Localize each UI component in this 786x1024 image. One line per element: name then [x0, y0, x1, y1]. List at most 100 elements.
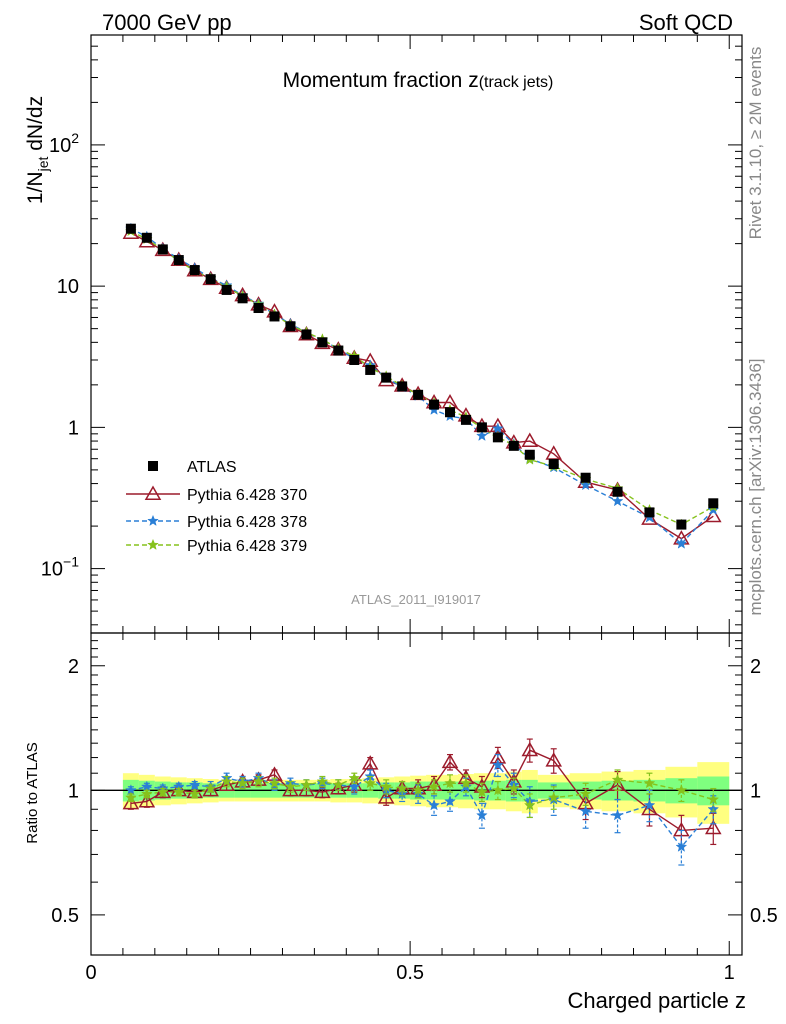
legend-marker [147, 538, 159, 550]
main-y-tick-label: 10−1 [41, 554, 79, 581]
ratio-point [140, 787, 153, 799]
mc-point [641, 510, 658, 525]
ratio-point [268, 777, 281, 789]
ratio-axes: 0.5 0.5 1 1 2 2 0 0.5 1 [51, 632, 778, 984]
ratio-point [220, 775, 233, 787]
mc-point [491, 422, 504, 434]
atlas-data-point [524, 449, 535, 460]
ratio-point [377, 789, 395, 804]
ratio-point [204, 782, 217, 794]
ratio-point [491, 784, 504, 796]
atlas-data-point [221, 284, 232, 295]
atlas-data-point [644, 507, 655, 518]
ratio-point [428, 780, 440, 792]
ratio-point [545, 752, 563, 767]
ratio-point [579, 805, 592, 817]
mc-point [521, 432, 539, 448]
main-series-line [130, 230, 714, 526]
ratio-y-tick-label-right: 2 [750, 656, 761, 678]
ratio-y-tick-label-right: 1 [750, 780, 761, 802]
main-plot-area [122, 222, 722, 549]
ratio-point [611, 809, 624, 821]
ratio-point [348, 780, 361, 792]
mc-point [611, 494, 624, 507]
ratio-point [707, 793, 720, 805]
atlas-data-point [285, 321, 296, 332]
ratio-point [156, 785, 169, 798]
ratio-point [507, 782, 520, 794]
ratio-point [611, 773, 624, 785]
x-tick-label: 0 [85, 962, 96, 984]
ratio-point [579, 787, 592, 799]
ratio-y-axis-label: Ratio to ATLAS [24, 742, 41, 843]
atlas-data-point [708, 498, 719, 509]
ratio-point [364, 777, 377, 789]
atlas-data-point [141, 232, 152, 243]
legend-label: ATLAS [187, 459, 237, 476]
mc-point [675, 537, 688, 549]
legend-marker [148, 461, 158, 471]
mc-point [476, 429, 488, 441]
header-category-label: Soft QCD [639, 10, 733, 35]
atlas-data-point [413, 389, 424, 400]
atlas-data-point [253, 303, 264, 314]
atlas-data-point [237, 293, 248, 304]
ratio-point [298, 781, 315, 797]
ratio-y-tick-label: 2 [68, 656, 79, 678]
ratio-point [188, 778, 201, 791]
atlas-data-point [157, 244, 168, 255]
atlas-data-point [365, 364, 376, 375]
mc-point [704, 507, 722, 523]
ratio-point [380, 780, 393, 792]
ratio-point [444, 795, 456, 807]
atlas-data-point [676, 519, 687, 530]
ratio-point [125, 791, 137, 803]
rivet-version-label: Rivet 3.1.10, ≥ 2M events [746, 47, 765, 240]
legend: ATLAS Pythia 6.428 370 Pythia 6.428 378 Pyt… [126, 459, 307, 555]
ratio-y-tick-label: 1 [68, 780, 79, 802]
ratio-point [250, 771, 267, 786]
atlas-data-point [445, 407, 456, 418]
atlas-data-point [476, 422, 487, 433]
atlas-data-point [508, 440, 519, 451]
main-y-axis-label: 1/Njet dN/dz [24, 96, 51, 204]
ratio-point [396, 782, 409, 794]
atlas-data-point [125, 223, 136, 234]
ratio-point [138, 792, 156, 808]
ratio-point [704, 819, 722, 835]
ratio-point [218, 776, 235, 792]
main-y-tick-label: 102 [49, 130, 79, 157]
ratio-point [361, 755, 379, 770]
main-y-tick-label: 1 [68, 417, 79, 439]
main-y-tick-label: 10 [57, 276, 79, 298]
ratio-point [188, 787, 201, 799]
main-panel: 10−1 1 10 102 Momentum fraction z(track jet… [24, 34, 743, 634]
ratio-point [284, 780, 297, 792]
atlas-data-point [301, 329, 312, 340]
ratio-point [412, 784, 424, 796]
x-tick-label: 1 [724, 962, 735, 984]
plot-title: Momentum fraction z(track jets) [283, 69, 554, 92]
ratio-point [641, 800, 658, 816]
ratio-point [316, 775, 329, 787]
atlas-data-point [580, 472, 591, 483]
atlas-data-point [460, 414, 471, 425]
analysis-tag: ATLAS_2011_I919017 [351, 592, 481, 607]
ratio-point [444, 777, 456, 789]
ratio-point [523, 799, 536, 811]
legend-marker [147, 514, 159, 526]
ratio-point [300, 778, 313, 791]
ratio-point [491, 758, 504, 771]
ratio-point [252, 775, 265, 787]
x-tick-label: 0.5 [396, 962, 424, 984]
legend-label: Pythia 6.428 370 [187, 487, 307, 504]
x-axis-label: Charged particle z [567, 988, 746, 1013]
atlas-data-point [269, 311, 280, 322]
ratio-plot-area [91, 738, 742, 866]
ratio-y-tick-label-right: 0.5 [750, 905, 778, 927]
mc-point [579, 478, 592, 491]
ratio-y-tick-label: 0.5 [51, 905, 79, 927]
ratio-point [202, 781, 219, 797]
atlas-data-point [429, 399, 440, 410]
